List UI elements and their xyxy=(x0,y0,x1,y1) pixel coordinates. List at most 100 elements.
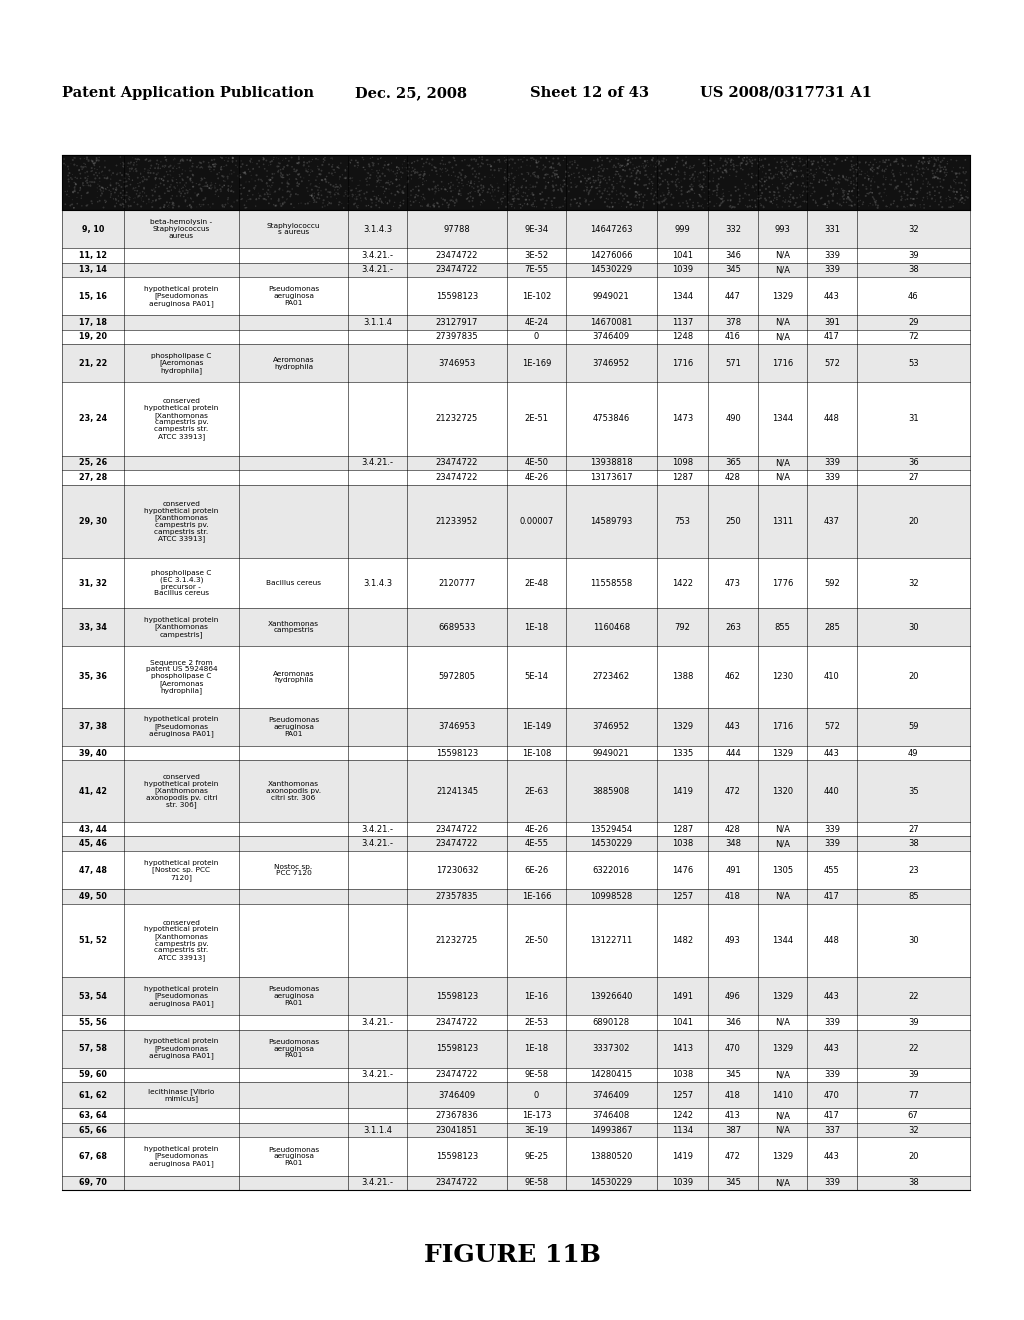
Point xyxy=(358,174,375,195)
Point xyxy=(692,174,709,195)
Point xyxy=(696,154,713,176)
Point xyxy=(82,176,98,197)
Point xyxy=(344,183,360,205)
Point xyxy=(637,150,653,172)
Text: 1776: 1776 xyxy=(772,578,794,587)
Point xyxy=(280,181,296,202)
Point xyxy=(147,168,164,189)
Point xyxy=(785,160,802,181)
Point xyxy=(691,183,708,205)
Point xyxy=(182,168,199,189)
Point xyxy=(96,190,113,211)
Point xyxy=(408,185,424,206)
Point xyxy=(821,152,838,173)
Point xyxy=(124,170,140,191)
Point xyxy=(172,166,188,187)
Text: 14530229: 14530229 xyxy=(590,840,633,849)
Point xyxy=(336,198,352,219)
Point xyxy=(293,166,309,187)
Text: 2E-50: 2E-50 xyxy=(524,936,549,945)
Text: 0: 0 xyxy=(534,333,539,342)
Point xyxy=(176,174,193,195)
Point xyxy=(319,191,336,213)
Point xyxy=(738,154,755,176)
Point xyxy=(609,161,626,182)
Point xyxy=(730,194,746,215)
Text: 38: 38 xyxy=(908,840,919,849)
Point xyxy=(203,173,219,194)
Point xyxy=(69,156,85,177)
Point xyxy=(567,189,584,210)
Point xyxy=(696,149,713,170)
Point xyxy=(903,174,920,195)
Point xyxy=(639,190,655,211)
Point xyxy=(165,168,181,189)
Point xyxy=(130,149,146,170)
Point xyxy=(664,158,680,180)
Point xyxy=(514,176,530,197)
Point xyxy=(509,189,525,210)
Point xyxy=(116,153,132,174)
Point xyxy=(792,148,808,169)
Point xyxy=(943,149,959,170)
Point xyxy=(543,156,559,177)
Point xyxy=(475,180,492,201)
Point xyxy=(350,195,367,216)
Point xyxy=(106,195,123,216)
Text: 23474722: 23474722 xyxy=(436,265,478,275)
Point xyxy=(86,153,102,174)
Point xyxy=(408,176,424,197)
Point xyxy=(803,150,819,172)
Point xyxy=(305,191,322,213)
Point xyxy=(817,194,834,215)
Point xyxy=(138,148,155,169)
Point xyxy=(827,172,844,193)
Point xyxy=(454,170,470,191)
Point xyxy=(920,158,936,180)
Point xyxy=(677,164,693,185)
Text: 1422: 1422 xyxy=(672,578,693,587)
Point xyxy=(937,162,953,183)
Point xyxy=(731,189,748,210)
Text: 59: 59 xyxy=(908,722,919,731)
Point xyxy=(432,158,449,180)
Text: 1041: 1041 xyxy=(672,1018,693,1027)
Point xyxy=(817,148,834,169)
Point xyxy=(213,181,229,202)
Text: 490: 490 xyxy=(725,414,741,424)
Point xyxy=(502,194,518,215)
Point xyxy=(752,149,768,170)
Point xyxy=(711,174,727,195)
Point xyxy=(336,168,352,189)
Point xyxy=(359,168,376,189)
Point xyxy=(548,174,564,195)
Point xyxy=(715,182,731,203)
Point xyxy=(112,162,128,183)
Text: 49, 50: 49, 50 xyxy=(79,892,106,900)
Point xyxy=(78,195,94,216)
Point xyxy=(182,194,199,215)
Point xyxy=(428,161,444,182)
Point xyxy=(588,177,604,198)
Text: 365: 365 xyxy=(725,458,741,467)
Point xyxy=(353,180,370,201)
Point xyxy=(753,170,769,191)
Point xyxy=(779,156,796,177)
Point xyxy=(135,166,152,187)
Point xyxy=(270,189,287,210)
Point xyxy=(959,181,976,202)
Point xyxy=(278,148,294,169)
Point xyxy=(852,190,868,211)
Point xyxy=(525,185,542,206)
Point xyxy=(142,150,159,172)
Point xyxy=(597,170,613,191)
Point xyxy=(694,153,711,174)
Point xyxy=(888,150,904,172)
Point xyxy=(506,170,522,191)
Point xyxy=(202,158,218,180)
Point xyxy=(209,153,225,174)
Text: 472: 472 xyxy=(725,787,741,796)
Point xyxy=(242,181,258,202)
Point xyxy=(377,181,393,202)
Point xyxy=(583,172,599,193)
